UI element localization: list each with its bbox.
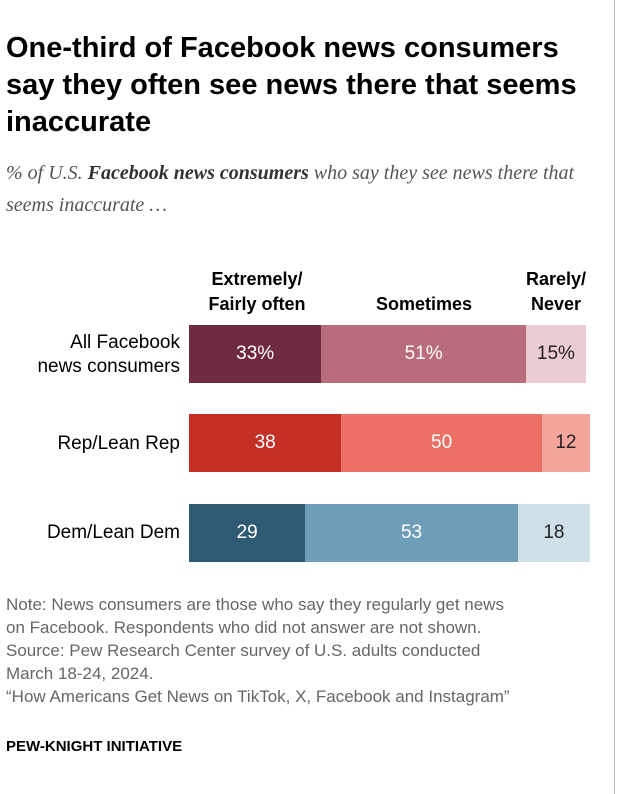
column-header-rarely-line1: Rarely/ xyxy=(525,269,587,289)
note-line-1: Note: News consumers are those who say t… xyxy=(6,595,504,614)
subtitle-prefix: % of U.S. xyxy=(6,162,88,184)
column-header-rarely: Rarely/ Never xyxy=(508,267,604,317)
bar-all-often-label: 33% xyxy=(236,343,275,364)
bar-all-rarely-label: 15% xyxy=(536,343,575,364)
bar-dem-sometimes: 53 xyxy=(305,504,518,562)
brand-footer: PEW-KNIGHT INITIATIVE xyxy=(6,738,183,755)
column-header-rarely-line2: Never xyxy=(530,294,582,314)
chart-title: One-third of Facebook news consumers say… xyxy=(6,32,577,138)
bar-rep-sometimes-label: 50 xyxy=(431,432,453,453)
bar-rep-rarely-label: 12 xyxy=(555,432,577,453)
chart-subtitle: % of U.S. Facebook news consumers who sa… xyxy=(6,157,606,221)
bar-dem-sometimes-label: 53 xyxy=(400,522,423,543)
bar-rep-rarely: 12 xyxy=(541,414,590,472)
bar-dem-rarely-label: 18 xyxy=(543,522,565,543)
note-line-3: Source: Pew Research Center survey of U.… xyxy=(6,641,481,660)
note-line-4: March 18-24, 2024. xyxy=(6,664,154,683)
bar-rep-sometimes: 50 xyxy=(341,414,542,472)
frame-border xyxy=(614,0,615,794)
bar-rep-often: 38 xyxy=(189,414,342,472)
bar-all-often: 33% xyxy=(189,325,322,383)
column-header-often-line1: Extremely/ xyxy=(211,269,303,289)
note-line-5: “How Americans Get News on TikTok, X, Fa… xyxy=(6,687,510,706)
row-label-rep: Rep/Lean Rep xyxy=(57,433,180,454)
column-header-sometimes: Sometimes xyxy=(375,294,473,314)
note-line-2: on Facebook. Respondents who did not ans… xyxy=(6,618,482,637)
row-label-all-line2: news consumers xyxy=(37,356,180,377)
row-label-dem: Dem/Lean Dem xyxy=(46,522,180,543)
subtitle-emphasis: Facebook news consumers xyxy=(87,162,309,184)
row-label-all-line1: All Facebook xyxy=(70,332,180,353)
subtitle-suffix: who say they see news there that seems i… xyxy=(6,162,575,216)
bar-dem-often-label: 29 xyxy=(236,522,258,543)
column-header-often-line2: Fairly often xyxy=(208,294,306,314)
bar-dem-rarely: 18 xyxy=(517,504,590,562)
bar-all-sometimes-label: 51% xyxy=(404,343,443,364)
bar-all-rarely: 15% xyxy=(525,325,586,383)
chart-note: Note: News consumers are those who say t… xyxy=(6,593,606,708)
bar-all-sometimes: 51% xyxy=(321,325,526,383)
column-header-often: Extremely/ Fairly often xyxy=(192,267,322,317)
row-label-all: All Facebook news consumers xyxy=(37,331,180,379)
bar-rep-often-label: 38 xyxy=(254,432,276,453)
bar-dem-often: 29 xyxy=(189,504,306,562)
